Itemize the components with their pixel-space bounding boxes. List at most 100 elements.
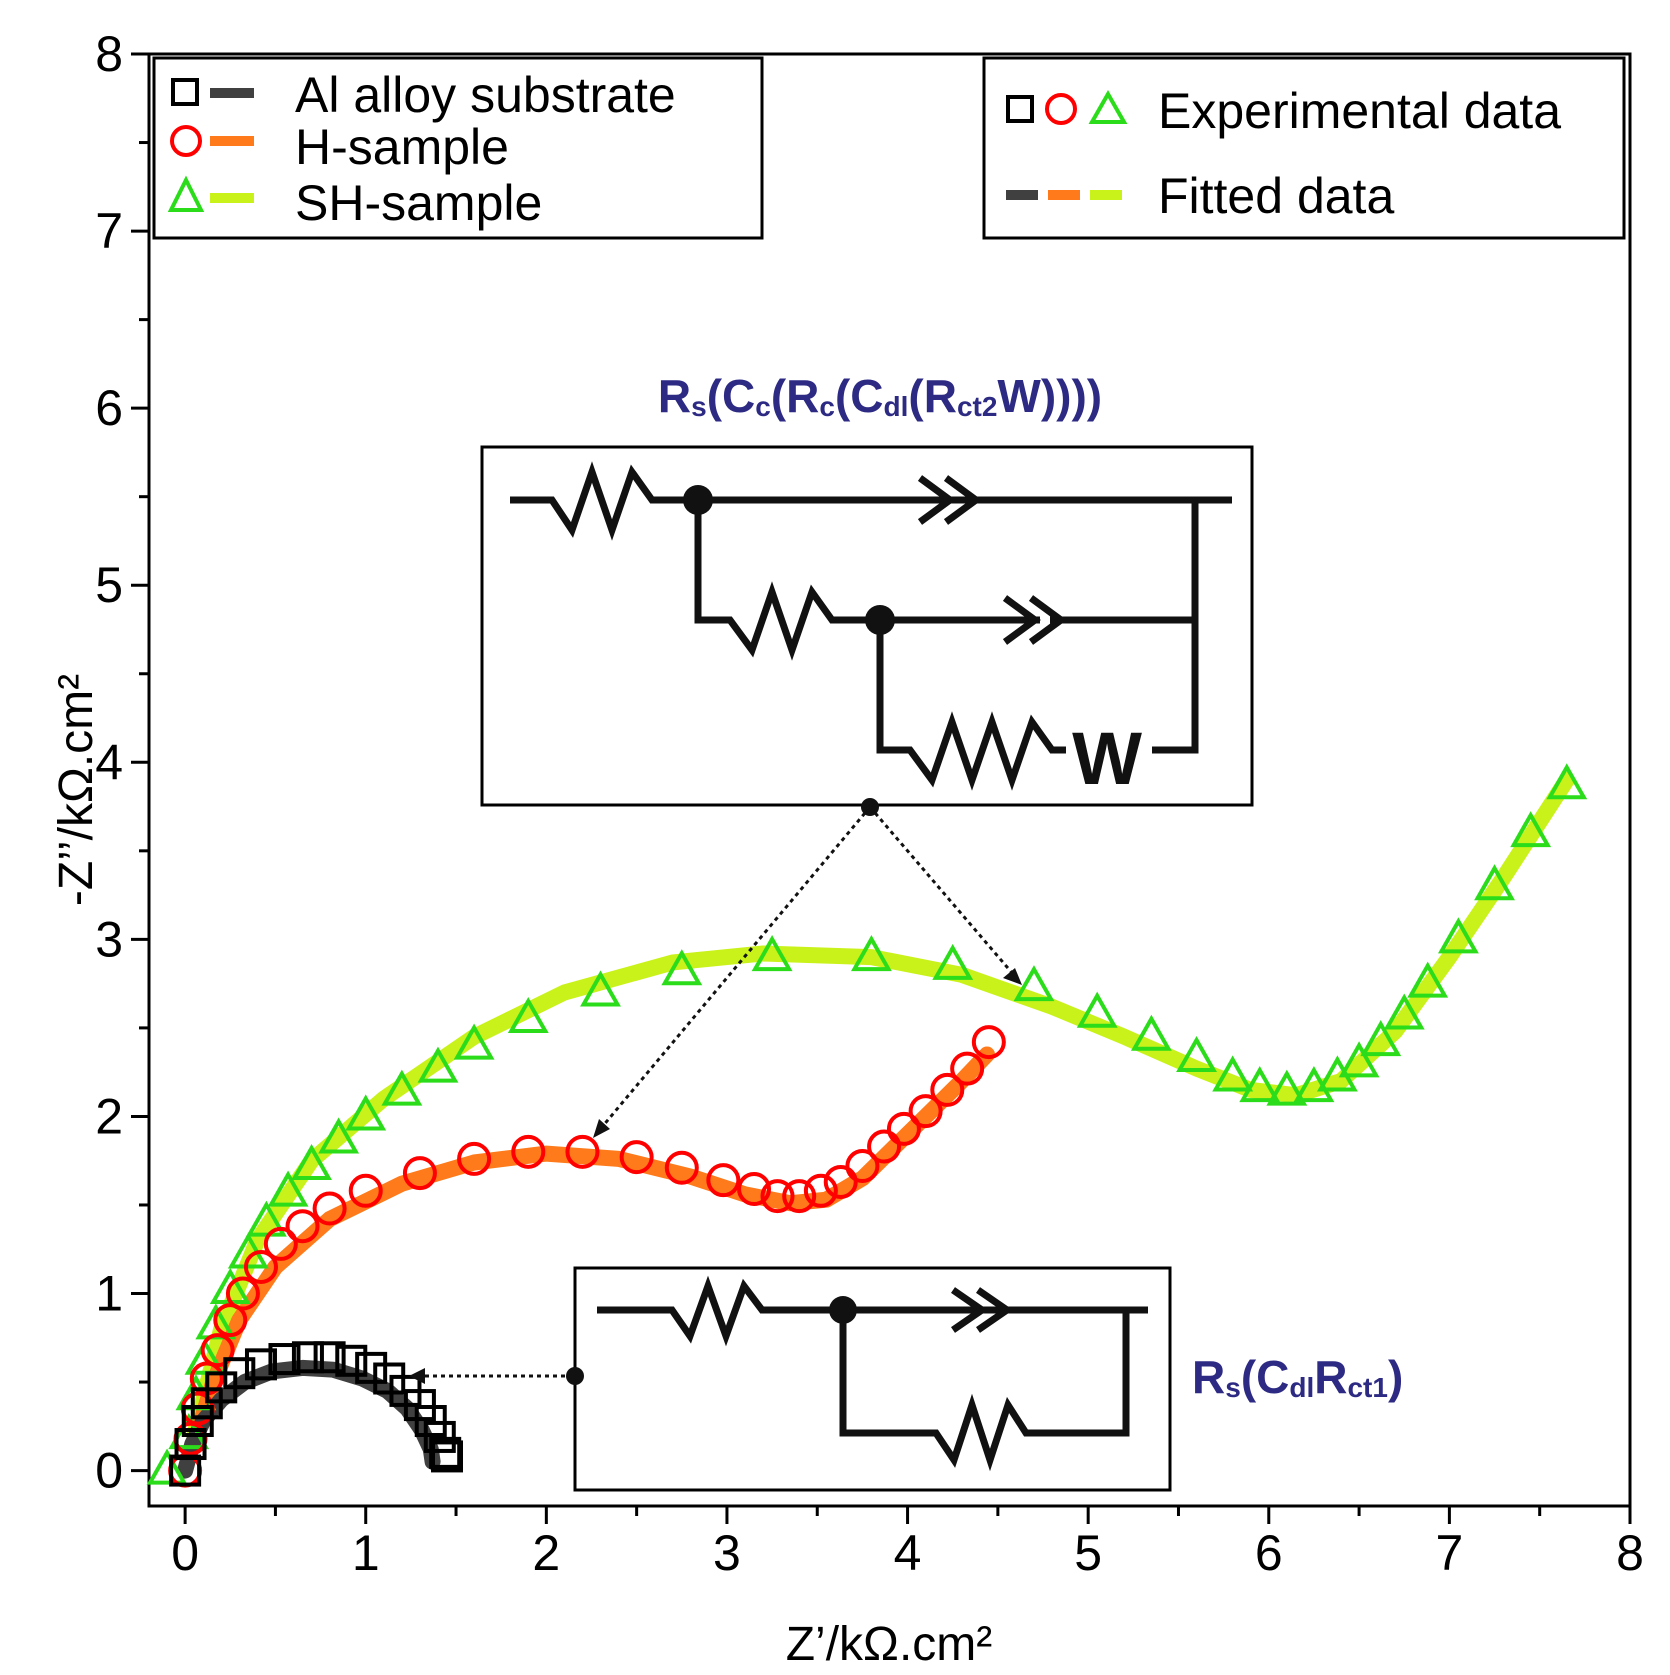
arrowhead-al [409,1368,425,1384]
circuit-title-part-6: (C [835,370,884,422]
marker-square [223,1357,256,1390]
marker-triangle [507,996,549,1034]
marker-circle [312,1191,347,1226]
arrow-origin-bottom [566,1367,584,1385]
legend-fit-dash-3 [1090,190,1122,200]
marker-circle [225,1276,260,1311]
legend-exp-square [1006,95,1034,123]
x-axis-title: Z’/kΩ.cm² [786,1618,993,1671]
marker-triangle [1360,1020,1402,1057]
resistor-rct2-top [876,620,1066,791]
plot-frame [147,52,1632,1508]
circuit-title-part-8: (R [908,370,957,422]
marker-circle [908,1094,943,1129]
circuit-bottom-box [573,1266,1172,1492]
x-tick-label: 7 [1435,1525,1463,1581]
marker-square [174,1428,207,1461]
marker-triangle [1266,1069,1308,1106]
legend-series-box [152,56,764,240]
axis-ticks [131,52,1632,1524]
legend-marker-triangle [167,175,205,212]
circuit-top-title: Rs(Cc(Rc(Cdl(Rct2W)))) [658,370,1102,422]
y-tick-label: 0 [95,1443,123,1499]
x-tick-label: 3 [713,1525,741,1581]
marker-triangle [184,1338,226,1375]
marker-circle [823,1164,858,1199]
marker-circle [782,1179,817,1214]
legend-fit-sh [210,193,254,203]
marker-triangle [453,1023,495,1060]
resistor-rs-top [510,461,698,541]
x-tick-label: 6 [1255,1525,1283,1581]
y-tick-label: 6 [95,380,123,436]
circuit-title-part-5: c [819,391,835,422]
marker-circle [971,1025,1006,1060]
cpe-cdl-top [1002,595,1041,645]
axis-tick-labels: 0 1 2 3 4 5 6 7 8 0 1 2 3 4 5 6 7 8 [95,26,1644,1581]
marker-triangle [1474,864,1515,901]
legend-marker-square [171,78,199,106]
circuit-title-part-1: s [1225,1372,1241,1403]
y-tick-label: 1 [95,1266,123,1322]
marker-circle [263,1226,298,1261]
x-tick-label: 0 [171,1525,199,1581]
marker-square [431,1440,464,1473]
marker-triangle [318,1117,360,1154]
marker-circle [565,1134,600,1169]
circuit-title-part-3: c [755,391,771,422]
legend-exp-triangle [1088,89,1128,124]
marker-circle [664,1150,699,1185]
marker-triangle [1176,1035,1217,1073]
circuit-title-part-10: W)))) [997,370,1102,422]
marker-triangle [1013,965,1055,1002]
resistor-rs-bottom [597,1275,843,1347]
marker-triangle [195,1303,237,1340]
legend-label-sh: SH-sample [295,175,542,231]
marker-circle [737,1172,772,1207]
y-tick-label: 2 [95,1088,123,1144]
cpe-cdl-bottom-2 [976,1287,1014,1333]
marker-circle [760,1179,795,1214]
y-tick-label: 4 [95,734,123,790]
circuit-title-part-6: ) [1388,1351,1403,1403]
marker-circle [845,1149,880,1184]
circuit-title-part-0: R [658,370,691,422]
marker-circle [511,1134,546,1169]
legend-label-experimental: Experimental data [1158,83,1561,139]
circuit-title-part-4: (R [771,370,820,422]
legend-fit-al [210,88,254,98]
legend-marker-circle [170,125,202,157]
wire-right-rail [1152,500,1199,754]
marker-square [244,1348,277,1381]
circuit-title-part-3: dl [1289,1372,1314,1403]
marker-square [313,1341,346,1374]
circuit-title-part-1: s [691,391,707,422]
marker-triangle [146,1448,188,1485]
legend-exp-circle [1045,93,1077,125]
resistor-rc-top [694,500,880,661]
legend-label-h: H-sample [295,119,509,175]
marker-triangle [932,943,974,980]
legend-types: Experimental data Fitted data [982,56,1626,240]
marker-triangle [1383,993,1425,1030]
marker-triangle [345,1094,387,1131]
x-tick-label: 5 [1074,1525,1102,1581]
marker-circle [803,1173,838,1208]
circuit-top: Rs(Cc(Rc(Cdl(Rct2W)))) W [480,370,1254,807]
marker-triangle [168,1413,210,1450]
legend-fit-dash-1 [1006,190,1038,200]
marker-triangle [245,1200,287,1237]
marker-triangle [1510,811,1552,848]
y-tick-label: 3 [95,911,123,967]
marker-triangle [851,935,892,972]
marker-triangle [1212,1055,1254,1092]
circuit-bottom: Rs(CdlRct1) [573,1266,1403,1492]
cpe-cc-top [917,475,956,525]
marker-square [335,1344,368,1377]
marker-circle [402,1156,437,1191]
circuit-bottom-title: Rs(CdlRct1) [1192,1351,1403,1403]
fit-line-sh-sample [186,772,1575,1444]
experimental-markers [146,763,1588,1488]
marker-triangle [267,1170,309,1207]
